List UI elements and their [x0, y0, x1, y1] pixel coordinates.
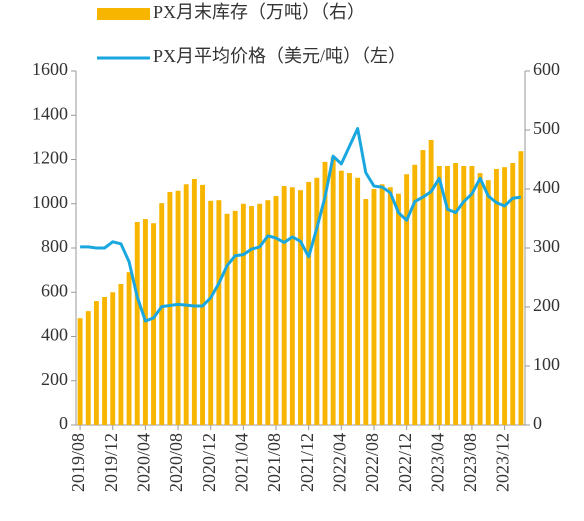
bar	[118, 283, 124, 425]
y-tick-label: 1600	[32, 59, 68, 79]
y2-tick-label: 0	[533, 413, 542, 433]
y-tick-label: 1400	[32, 103, 68, 123]
bar	[469, 165, 475, 426]
bar	[493, 168, 499, 425]
bar	[232, 210, 238, 425]
bar	[412, 164, 418, 425]
x-tick-label: 2021/04	[231, 433, 251, 492]
bar	[167, 191, 173, 425]
bar	[281, 186, 287, 425]
y-tick-label: 200	[41, 369, 68, 389]
x-tick-label: 2020/12	[199, 433, 219, 492]
x-tick-label: 2023/12	[493, 433, 513, 492]
x-tick-label: 2021/08	[264, 433, 284, 492]
x-tick-label: 2020/04	[134, 433, 154, 492]
bar	[387, 187, 393, 425]
bar	[485, 180, 491, 425]
x-tick-label: 2022/04	[329, 433, 349, 492]
bar	[77, 318, 83, 425]
y2-tick-label: 400	[533, 177, 560, 197]
bar	[355, 177, 361, 425]
legend-swatch	[97, 8, 150, 20]
bar	[396, 193, 401, 425]
bar	[502, 167, 508, 426]
legend-label: PX月平均价格（美元/吨）（左）	[153, 46, 406, 66]
y2-tick-label: 300	[533, 236, 560, 256]
bar	[85, 311, 91, 425]
bar	[110, 292, 116, 425]
bar	[257, 203, 263, 425]
y-tick-label: 1200	[32, 148, 68, 168]
bar	[322, 161, 328, 426]
x-tick-label: 2020/08	[166, 433, 186, 492]
legend-label: PX月末库存（万吨）（右）	[153, 2, 365, 22]
bar	[477, 173, 483, 425]
bar	[510, 163, 516, 426]
bar	[126, 272, 132, 425]
x-tick-label: 2019/08	[68, 433, 88, 492]
bar	[224, 213, 230, 425]
y2-tick-label: 200	[533, 295, 560, 315]
bar	[436, 165, 442, 426]
y-tick-label: 600	[41, 280, 68, 300]
bar	[249, 206, 254, 425]
y2-tick-label: 600	[533, 59, 560, 79]
bar	[428, 140, 434, 425]
bar	[420, 150, 426, 425]
y-tick-label: 400	[41, 325, 68, 345]
y2-tick-label: 500	[533, 118, 560, 138]
bar	[175, 190, 181, 425]
bar	[363, 199, 369, 425]
bar	[453, 163, 459, 426]
bar	[273, 196, 279, 425]
bar	[314, 177, 320, 425]
x-tick-label: 2023/04	[427, 433, 447, 492]
bar	[191, 178, 197, 425]
bar	[289, 187, 295, 425]
bar	[347, 173, 352, 425]
x-tick-label: 2022/12	[395, 433, 415, 492]
bar	[93, 301, 99, 425]
bar	[159, 203, 165, 425]
y-tick-label: 0	[59, 413, 68, 433]
bar	[306, 181, 312, 425]
bar	[444, 165, 450, 426]
x-tick-label: 2021/12	[297, 433, 317, 492]
bar	[461, 165, 467, 426]
bar	[151, 223, 157, 425]
bar	[134, 222, 140, 425]
bar	[240, 203, 246, 425]
bar	[518, 151, 524, 426]
x-tick-label: 2023/08	[460, 433, 480, 492]
bar	[338, 170, 344, 425]
y2-tick-label: 100	[533, 354, 560, 374]
bar	[330, 157, 336, 425]
x-tick-label: 2022/08	[362, 433, 382, 492]
x-tick-label: 2019/12	[101, 433, 121, 492]
line	[80, 127, 522, 323]
bar	[379, 184, 385, 425]
bar	[371, 189, 377, 425]
bar	[404, 174, 410, 425]
y-tick-label: 1000	[32, 192, 68, 212]
bar	[208, 200, 214, 425]
bar	[298, 190, 303, 425]
bar	[216, 200, 222, 425]
y-tick-label: 800	[41, 236, 68, 256]
bar	[102, 296, 108, 425]
bar	[265, 200, 271, 425]
